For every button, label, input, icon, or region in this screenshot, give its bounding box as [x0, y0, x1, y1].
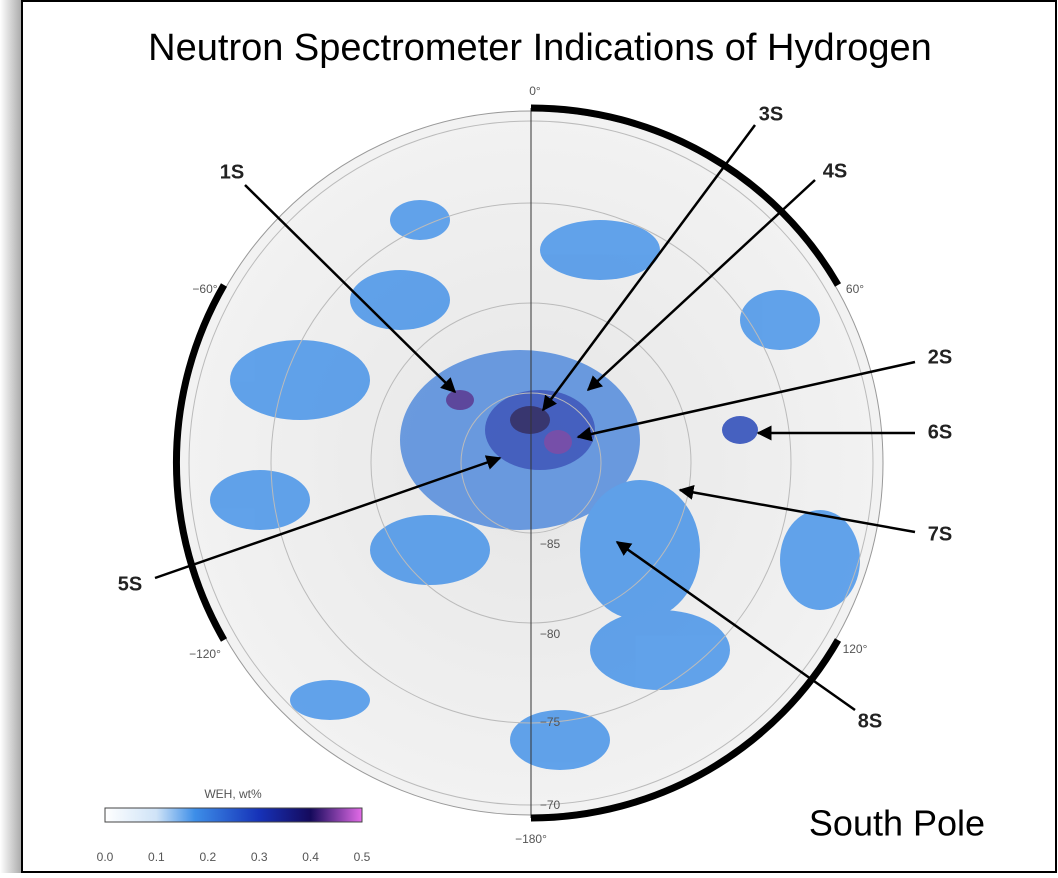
- site-label: 7S: [928, 523, 952, 545]
- site-label: 1S: [220, 161, 244, 183]
- latitude-label: −85: [540, 537, 561, 551]
- longitude-label: 0°: [529, 84, 541, 98]
- latitude-label: −75: [540, 715, 561, 729]
- latitude-label: −70: [540, 798, 561, 812]
- site-label: 6S: [928, 421, 952, 443]
- site-label: 8S: [858, 710, 882, 732]
- site-label: 2S: [928, 346, 952, 368]
- colorbar: [105, 808, 362, 822]
- colorbar-tick: 0.5: [354, 850, 371, 864]
- site-label: 3S: [759, 103, 783, 125]
- longitude-label: −120°: [189, 647, 221, 661]
- site-label: 4S: [823, 160, 847, 182]
- region-label: South Pole: [809, 803, 985, 844]
- longitude-label: −180°: [515, 832, 547, 846]
- colorbar-title: WEH, wt%: [204, 787, 262, 801]
- colorbar-tick: 0.3: [251, 850, 268, 864]
- title: Neutron Spectrometer Indications of Hydr…: [148, 27, 932, 69]
- page: Neutron Spectrometer Indications of Hydr…: [0, 0, 1058, 873]
- longitude-label: −60°: [192, 282, 217, 296]
- colorbar-tick: 0.4: [302, 850, 319, 864]
- longitude-label: 120°: [843, 642, 868, 656]
- colorbar-tick: 0.1: [148, 850, 165, 864]
- slide: Neutron Spectrometer Indications of Hydr…: [0, 0, 1058, 873]
- colorbar-tick: 0.2: [199, 850, 216, 864]
- colorbar-tick: 0.0: [97, 850, 114, 864]
- latitude-label: −80: [540, 627, 561, 641]
- longitude-label: 60°: [846, 282, 864, 296]
- site-label: 5S: [118, 573, 142, 595]
